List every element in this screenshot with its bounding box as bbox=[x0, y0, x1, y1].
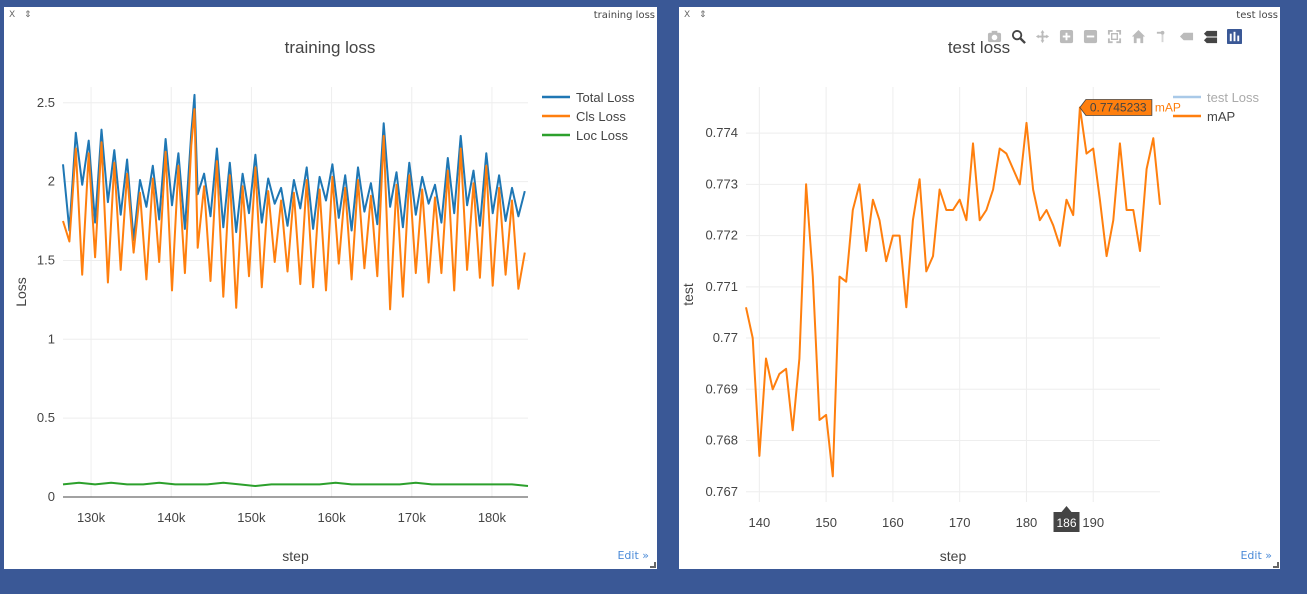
hover-x-label: 186 bbox=[1053, 506, 1080, 532]
hover-closest-icon[interactable] bbox=[1174, 27, 1198, 45]
series-line-map[interactable] bbox=[745, 106, 1161, 478]
close-icon[interactable]: X bbox=[684, 10, 691, 20]
y-tick-label: 0.769 bbox=[705, 381, 738, 396]
training-loss-panel: X ⇕ training loss 130k 140k 150k 160k 170k 18… bbox=[4, 7, 657, 569]
home-icon[interactable] bbox=[1126, 27, 1150, 45]
chart-title: training loss bbox=[285, 38, 376, 57]
x-tick-label: 160 bbox=[882, 515, 904, 530]
y-tick-label: 0.5 bbox=[37, 410, 55, 425]
y-tick-label: 2 bbox=[48, 174, 55, 189]
camera-icon[interactable] bbox=[982, 27, 1006, 45]
plotly-logo-icon[interactable] bbox=[1222, 27, 1246, 45]
zoom-out-icon[interactable] bbox=[1078, 27, 1102, 45]
resize-handle[interactable] bbox=[1273, 562, 1279, 568]
test-loss-chart[interactable]: 140 150 160 170 180 190 0.767 0.768 0.769 0.77 0.7… bbox=[679, 7, 1280, 569]
x-tick-label: 150 bbox=[815, 515, 837, 530]
x-tick-label: 150k bbox=[237, 510, 266, 525]
y-tick-label: 0.772 bbox=[705, 228, 738, 243]
edit-link[interactable]: Edit » bbox=[1240, 549, 1272, 562]
x-axis-title: step bbox=[282, 548, 309, 564]
panel-controls: X ⇕ bbox=[9, 10, 38, 20]
legend-label[interactable]: Cls Loss bbox=[576, 109, 626, 124]
x-axis-title: step bbox=[940, 548, 967, 564]
pan-icon[interactable] bbox=[1030, 27, 1054, 45]
x-tick-label: 140k bbox=[157, 510, 186, 525]
edit-link[interactable]: Edit » bbox=[617, 549, 649, 562]
x-tick-label: 190 bbox=[1082, 515, 1104, 530]
zoom-icon[interactable] bbox=[1006, 27, 1030, 45]
hover-compare-icon[interactable] bbox=[1198, 27, 1222, 45]
y-tick-label: 0 bbox=[48, 489, 55, 504]
hover-x-value: 186 bbox=[1057, 516, 1077, 530]
hover-series-name: mAP bbox=[1155, 100, 1181, 114]
legend-label[interactable]: Total Loss bbox=[576, 90, 635, 105]
training-loss-chart[interactable]: 130k 140k 150k 160k 170k 180k 0 0.5 1 1.5 2 2.5 trai… bbox=[4, 7, 657, 569]
series-line-loc-loss[interactable] bbox=[62, 481, 529, 487]
hover-tooltip: 0.7745233 mAP bbox=[1079, 99, 1181, 116]
spike-lines-icon[interactable] bbox=[1150, 27, 1174, 45]
y-tick-label: 2.5 bbox=[37, 95, 55, 110]
pin-icon[interactable]: ⇕ bbox=[699, 10, 707, 20]
zoom-in-icon[interactable] bbox=[1054, 27, 1078, 45]
hover-value: 0.7745233 bbox=[1090, 100, 1147, 114]
x-tick-label: 130k bbox=[77, 510, 106, 525]
resize-handle[interactable] bbox=[650, 562, 656, 568]
legend-label[interactable]: test Loss bbox=[1207, 90, 1260, 105]
modebar bbox=[982, 27, 1246, 45]
x-tick-label: 180 bbox=[1016, 515, 1038, 530]
y-tick-label: 0.768 bbox=[705, 433, 738, 448]
autoscale-icon[interactable] bbox=[1102, 27, 1126, 45]
y-axis-title: Loss bbox=[13, 277, 29, 307]
x-tick-label: 180k bbox=[478, 510, 507, 525]
y-tick-label: 1.5 bbox=[37, 252, 55, 267]
panel-tag: test loss bbox=[1236, 10, 1278, 21]
panel-controls: X ⇕ bbox=[684, 10, 713, 20]
series-line-total-loss[interactable] bbox=[62, 93, 526, 241]
test-loss-panel: X ⇕ test loss 140 150 160 170 180 190 0.767 0.7… bbox=[679, 7, 1280, 569]
y-tick-label: 0.767 bbox=[705, 484, 738, 499]
y-tick-label: 0.771 bbox=[705, 279, 738, 294]
y-tick-label: 0.774 bbox=[705, 125, 738, 140]
y-tick-label: 0.773 bbox=[705, 176, 738, 191]
legend-label[interactable]: Loc Loss bbox=[576, 128, 629, 143]
chart-title: test loss bbox=[948, 38, 1010, 57]
y-tick-label: 0.77 bbox=[713, 330, 738, 345]
x-tick-label: 170k bbox=[398, 510, 427, 525]
x-tick-label: 170 bbox=[949, 515, 971, 530]
pin-icon[interactable]: ⇕ bbox=[24, 10, 32, 20]
panel-tag: training loss bbox=[593, 10, 655, 21]
close-icon[interactable]: X bbox=[9, 10, 16, 20]
x-tick-label: 140 bbox=[749, 515, 771, 530]
legend-label[interactable]: mAP bbox=[1207, 109, 1235, 124]
series-line-cls-loss[interactable] bbox=[62, 108, 526, 311]
x-tick-label: 160k bbox=[317, 510, 346, 525]
y-axis-title: test bbox=[680, 283, 696, 306]
y-tick-label: 1 bbox=[48, 331, 55, 346]
